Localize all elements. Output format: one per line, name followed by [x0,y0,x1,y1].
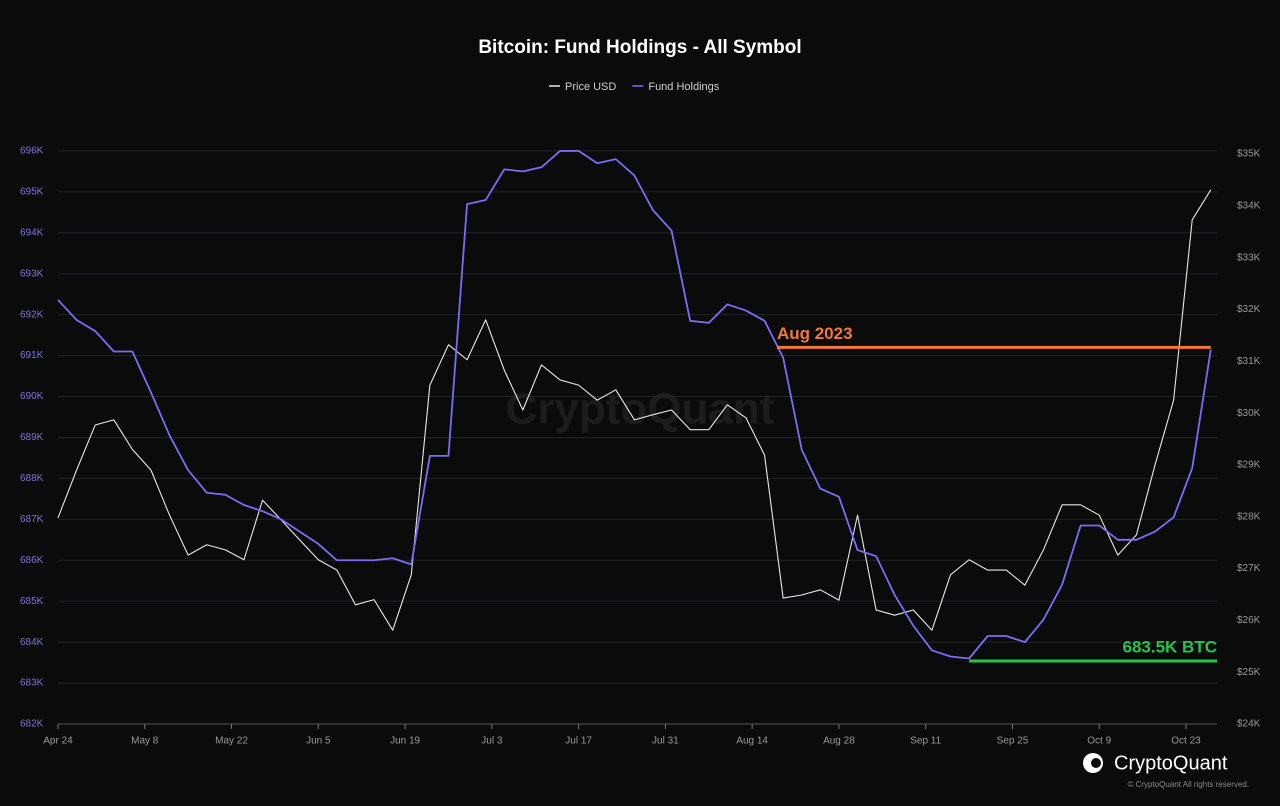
x-tick-label: May 8 [131,736,159,747]
series-line [57,150,1212,660]
legend-label: Fund Holdings [648,81,719,93]
x-tick-label: Jun 19 [390,736,420,747]
y-tick-label: 685K [20,596,44,607]
y-tick-label: 693K [20,268,44,279]
y-tick-label: 690K [20,391,44,402]
y-tick-label: 695K [20,187,44,198]
x-tick-label: Sep 25 [997,736,1029,747]
y-tick-label: 684K [20,637,44,648]
y2-tick-label: $30K [1237,408,1261,419]
x-tick-label: Oct 9 [1087,736,1111,747]
x-tick-label: Jul 17 [565,736,592,747]
logo-icon-cut [1091,758,1101,768]
y2-tick-label: $28K [1237,511,1261,522]
watermark: CryptoQuant [506,385,775,434]
y2-tick-label: $25K [1237,667,1261,678]
legend-label: Price USD [565,81,616,93]
y-tick-label: 691K [20,350,44,361]
y-tick-label: 689K [20,432,44,443]
x-tick-label: Sep 11 [910,736,941,747]
brand-logo [1083,753,1103,773]
y-tick-label: 682K [20,719,44,730]
annotation-label: 683.5K BTC [1123,637,1217,656]
y-tick-label: 687K [20,514,44,525]
y-tick-label: 686K [20,555,44,566]
brand-name: CryptoQuant [1114,752,1228,774]
y2-tick-label: $24K [1237,719,1261,730]
x-tick-label: Aug 28 [823,736,855,747]
y2-tick-label: $32K [1237,304,1261,315]
y2-tick-label: $33K [1237,252,1261,263]
chart-title: Bitcoin: Fund Holdings - All Symbol [478,37,801,58]
y-tick-label: 683K [20,678,44,689]
y2-tick-label: $35K [1237,149,1261,160]
y2-tick-label: $34K [1237,200,1261,211]
x-tick-label: Jun 5 [306,736,331,747]
x-tick-label: Jul 31 [652,736,679,747]
y-tick-label: 696K [20,146,44,157]
y2-tick-label: $27K [1237,563,1261,574]
x-tick-label: May 22 [215,736,248,747]
annotation-label: Aug 2023 [777,324,853,343]
y2-tick-label: $26K [1237,615,1261,626]
y2-tick-label: $29K [1237,460,1261,471]
series-line [57,189,1212,631]
copyright: © CryptoQuant All rights reserved. [1128,780,1250,789]
y-tick-label: 692K [20,309,44,320]
x-tick-label: Oct 23 [1171,736,1201,747]
y-tick-label: 688K [20,473,44,484]
x-tick-label: Aug 14 [736,736,768,747]
x-tick-label: Apr 24 [43,736,73,747]
y-tick-label: 694K [20,227,44,238]
y2-tick-label: $31K [1237,356,1261,367]
x-tick-label: Jul 3 [481,736,503,747]
